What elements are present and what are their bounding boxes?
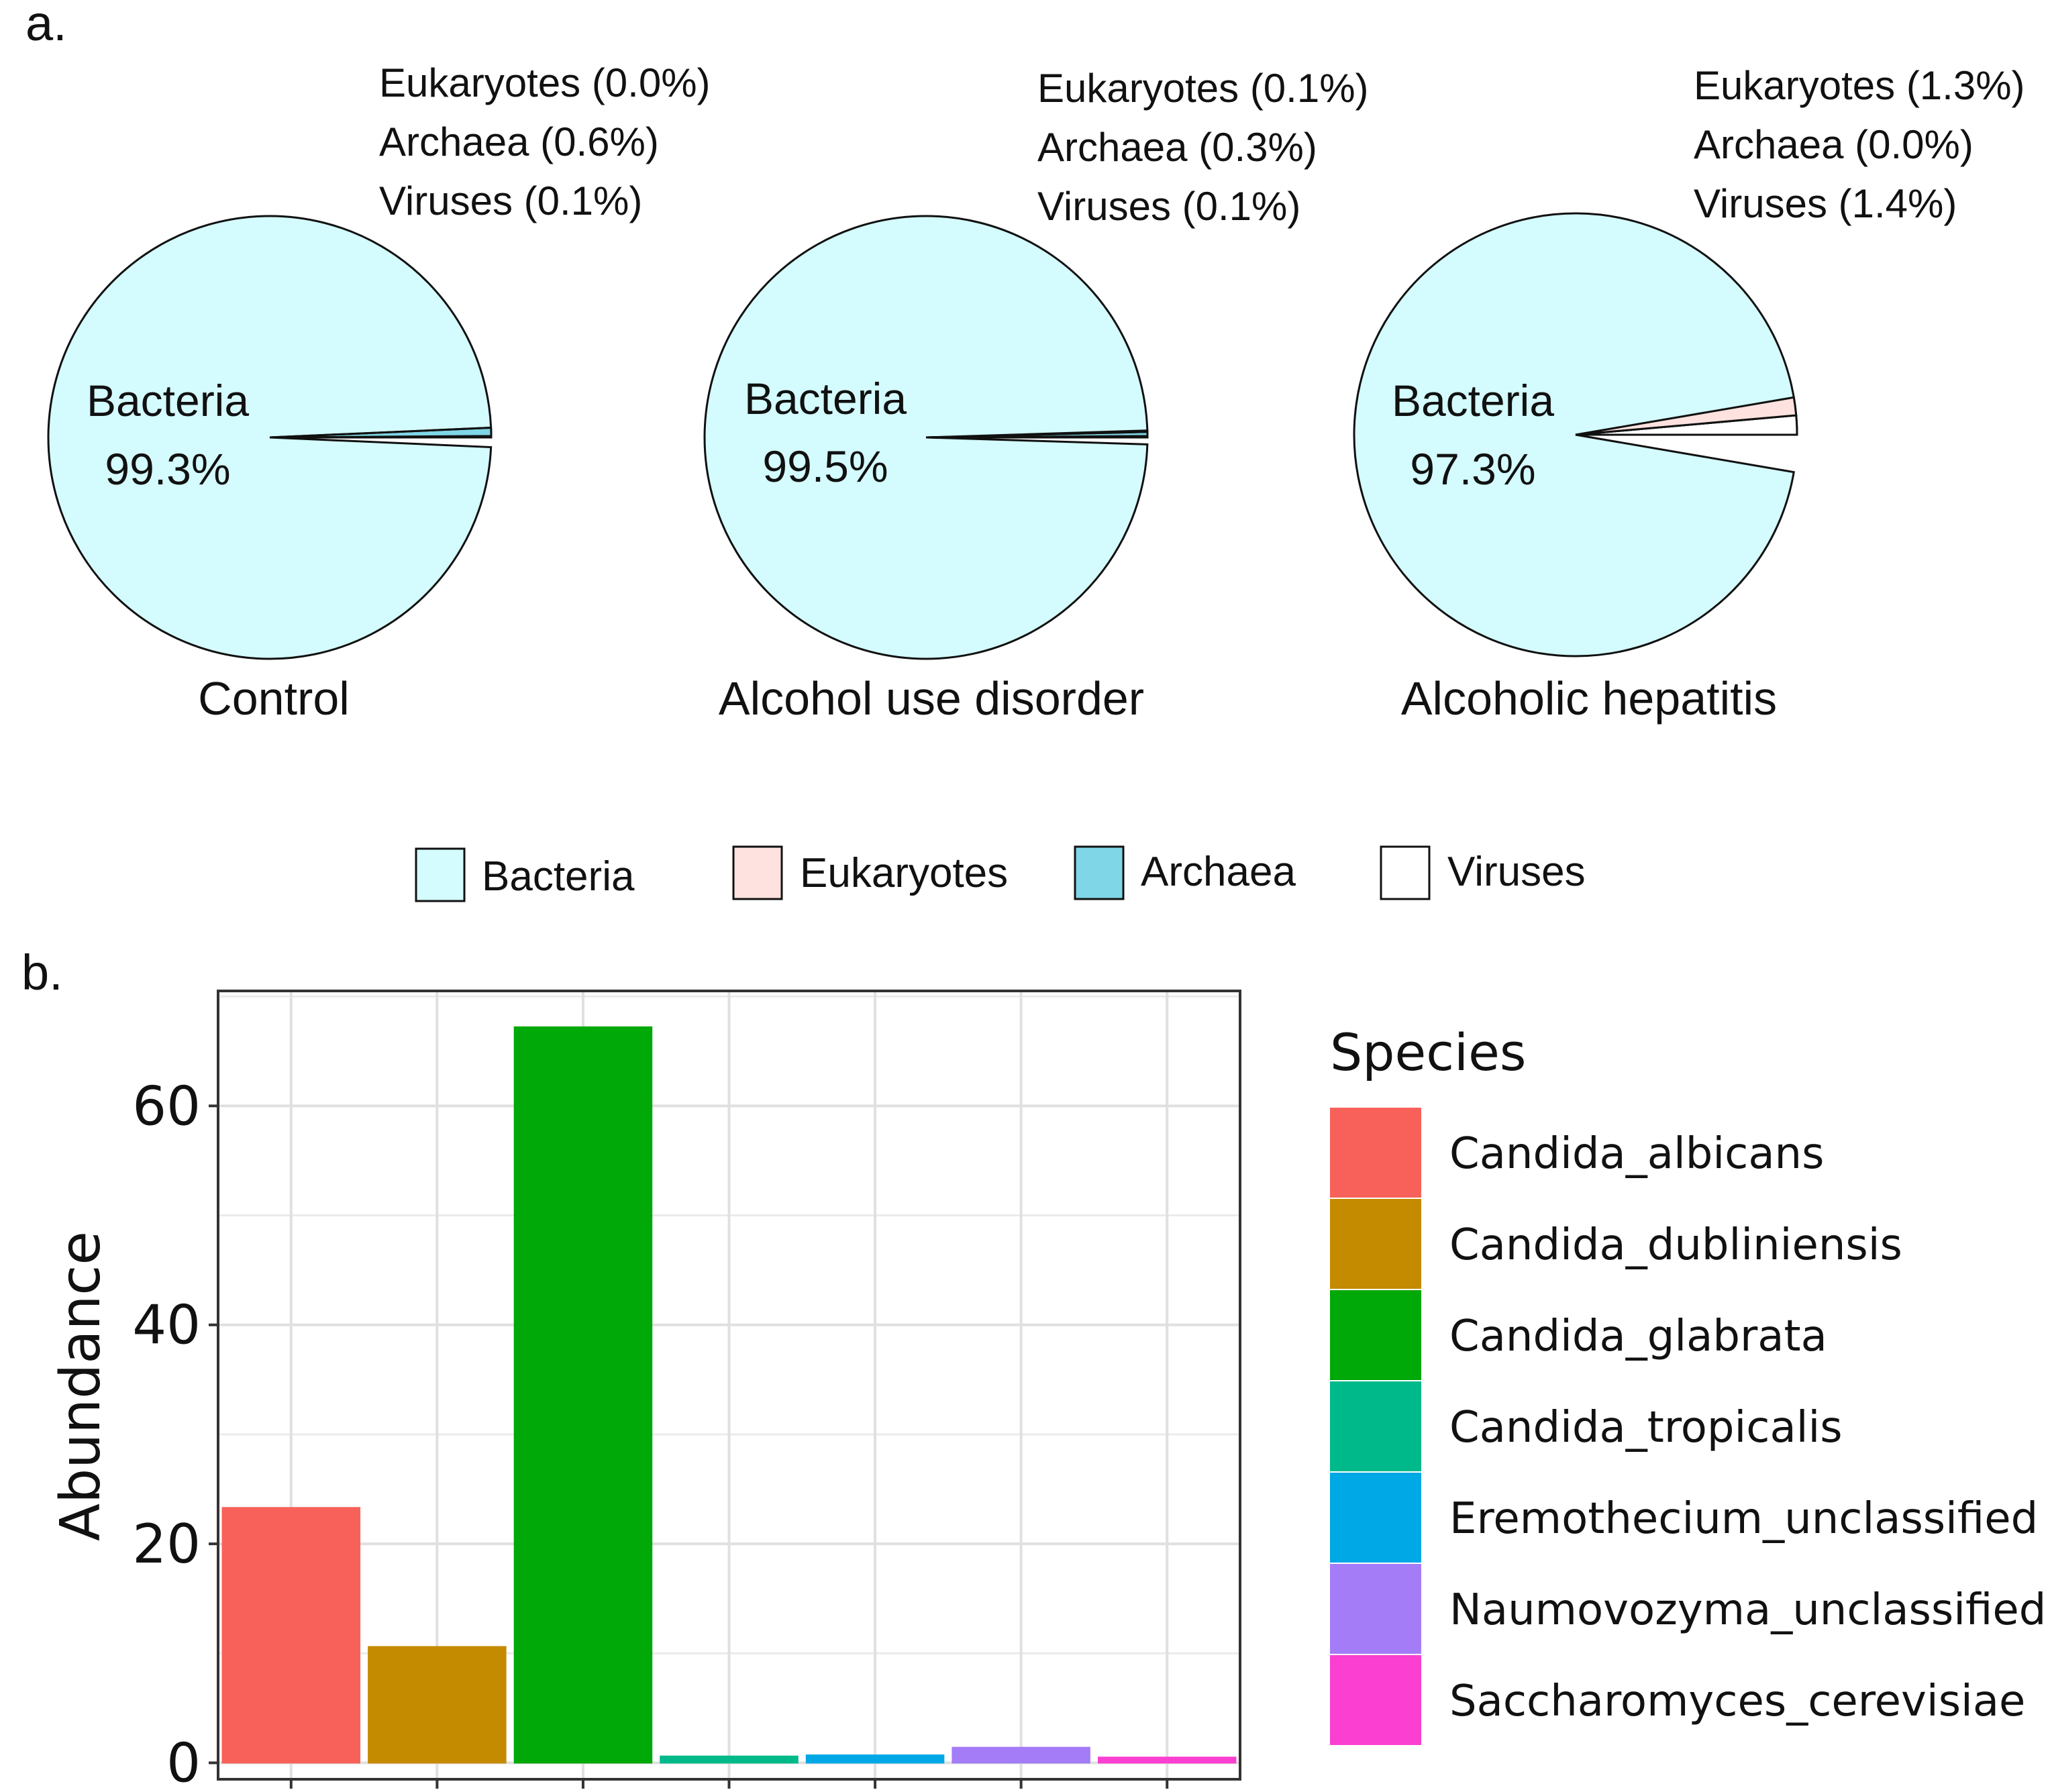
pie-center-name: Bacteria (744, 374, 907, 423)
pie-annotation-archaea: Archaea (0.6%) (379, 119, 659, 164)
legend-swatch-eukaryotes (732, 845, 783, 900)
panel-a-label: a. (25, 0, 67, 51)
legend-swatch-candida-albicans (1330, 1108, 1421, 1198)
legend-swatch-candida-tropicalis (1330, 1381, 1421, 1471)
legend-label: Candida_glabrata (1449, 1312, 1827, 1361)
pie-center-value: 99.3% (105, 444, 230, 494)
pie-annotation-viruses: Viruses (0.1%) (379, 178, 642, 223)
legend-label: Saccharomyces_cerevisiae (1449, 1677, 2025, 1726)
y-tick-label: 40 (132, 1294, 201, 1357)
pie-center-name: Bacteria (87, 376, 249, 425)
y-tick-label: 0 (166, 1732, 201, 1792)
legend-swatch-saccharomyces-cerevisiae (1330, 1655, 1421, 1745)
bar-candida-dubliniensis (368, 1646, 507, 1764)
legend-label: Candida_albicans (1449, 1129, 1824, 1179)
legend-label-bacteria: Bacteria (482, 853, 635, 900)
pie-annotation-viruses: Viruses (0.1%) (1037, 184, 1300, 229)
pie-slice-eukaryotes (1575, 396, 1798, 436)
pie-chart-alcoholic-hepatitis: Bacteria 97.3% Eukaryotes (1.3%) Archaea… (1353, 63, 2025, 725)
bar-candida-glabrata (513, 1026, 653, 1764)
legend-swatch-candida-dubliniensis (1330, 1199, 1421, 1289)
panel-b-label: b. (21, 945, 63, 1000)
y-tick-label: 20 (132, 1513, 201, 1575)
legend-swatch-naumovozyma-unclassified (1330, 1564, 1421, 1654)
pie-chart-alcohol-use-disorder: Bacteria 99.5% Eukaryotes (0.1%) Archaea… (703, 66, 1369, 725)
legend-label-eukaryotes: Eukaryotes (800, 850, 1008, 896)
legend-label: Naumovozyma_unclassified (1449, 1585, 2046, 1635)
legend-swatch-bacteria (415, 847, 466, 902)
pie-slice-eukaryotes (925, 429, 1149, 439)
pie-center-name: Bacteria (1392, 376, 1554, 425)
pie-annotation-eukaryotes: Eukaryotes (0.1%) (1037, 66, 1369, 111)
bar-chart-species: 0 20 40 60 Abundance (49, 990, 1241, 1792)
pie-annotation-eukaryotes: Eukaryotes (1.3%) (1694, 63, 2025, 108)
pie-chart-control: Bacteria 99.3% Eukaryotes (0.0%) Archaea… (47, 60, 711, 725)
y-axis-label: Abundance (49, 1231, 113, 1541)
legend-panel-a: Bacteria Eukaryotes Archaea Viruses (415, 845, 1586, 902)
legend-label: Candida_dubliniensis (1449, 1220, 1902, 1270)
pie-title: Alcoholic hepatitis (1401, 672, 1777, 725)
pie-center-value: 99.5% (762, 441, 888, 491)
legend-swatch-candida-glabrata (1330, 1290, 1421, 1380)
y-tick-label: 60 (132, 1075, 201, 1137)
legend-swatch-viruses (1380, 845, 1431, 900)
legend-swatch-archaea (1074, 845, 1125, 900)
legend-label: Candida_tropicalis (1449, 1403, 1843, 1453)
legend-label: Eremothecium_unclassified (1449, 1494, 2038, 1544)
legend-label-viruses: Viruses (1447, 849, 1586, 895)
bar-saccharomyces-cerevisiae (1097, 1756, 1237, 1764)
pie-title: Alcohol use disorder (719, 672, 1144, 725)
legend-label-archaea: Archaea (1141, 849, 1296, 895)
pie-center-value: 97.3% (1410, 444, 1535, 494)
legend-title: Species (1330, 1022, 1527, 1082)
bar-eremothecium-unclassified (805, 1754, 945, 1764)
pie-annotation-viruses: Viruses (1.4%) (1694, 181, 1957, 226)
pie-annotation-archaea: Archaea (0.3%) (1037, 125, 1317, 170)
legend-swatch-eremothecium-unclassified (1330, 1473, 1421, 1563)
pie-title: Control (198, 672, 350, 725)
pie-annotation-eukaryotes: Eukaryotes (0.0%) (379, 60, 711, 105)
bar-candida-tropicalis (660, 1755, 799, 1764)
legend-species: Species Candida_albicans Candida_dublinie… (1330, 1022, 2046, 1745)
bar-candida-albicans (221, 1507, 361, 1764)
pie-annotation-archaea: Archaea (0.0%) (1694, 122, 1974, 167)
bar-naumovozyma-unclassified (952, 1746, 1090, 1764)
